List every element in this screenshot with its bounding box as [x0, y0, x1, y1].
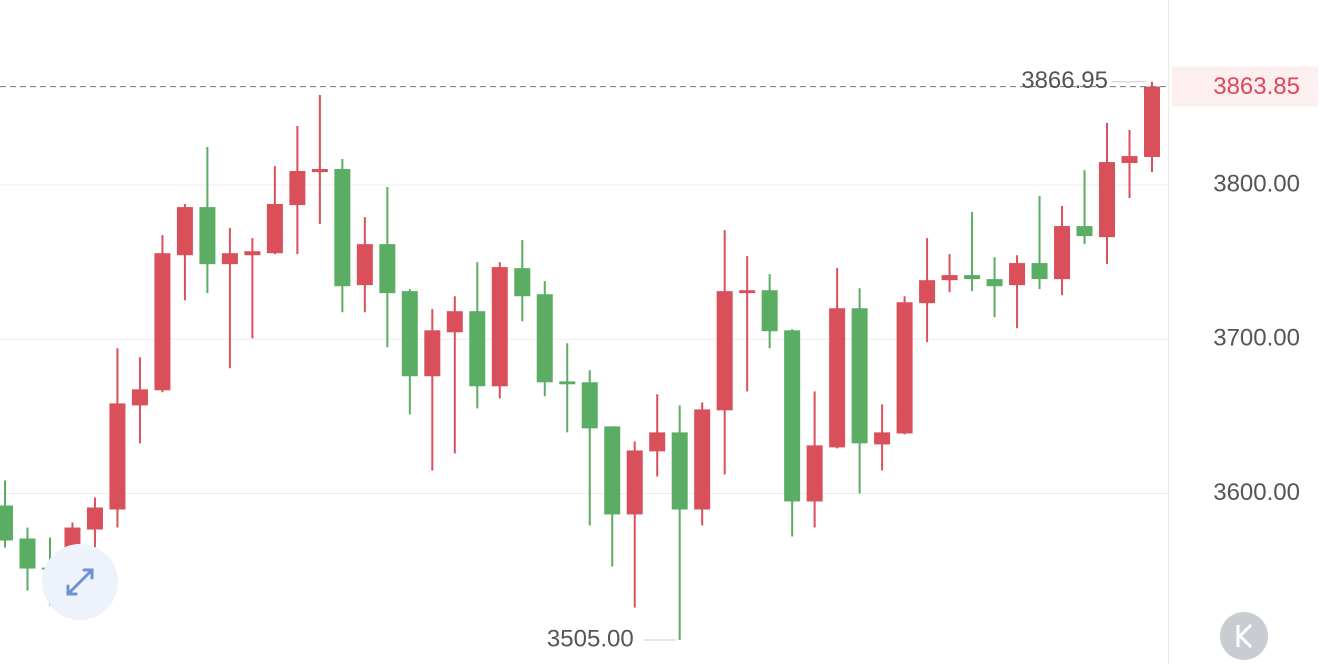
candle-body [829, 308, 846, 448]
last-price-box [1172, 66, 1318, 107]
overlay: 3863.85 3866.95 3505.00 [0, 66, 1318, 652]
last-price-label: 3863.85 [1213, 73, 1300, 100]
candle-body [424, 330, 441, 377]
candle-body [19, 538, 36, 569]
candle-body [199, 207, 216, 265]
candle-body [874, 432, 891, 445]
candle-body [289, 171, 306, 206]
candle-body [401, 291, 418, 377]
candle-body [671, 432, 688, 510]
candle-body [356, 244, 373, 286]
candle-body [514, 268, 531, 297]
candle-body [266, 204, 283, 254]
grid: 3600.00 3700.00 3800.00 [0, 170, 1300, 506]
expand-button[interactable] [42, 544, 118, 620]
candle-body [1054, 226, 1071, 280]
candle-body [86, 507, 103, 530]
candle-body [649, 432, 666, 452]
candle-body [0, 505, 13, 541]
candle-body [739, 290, 756, 294]
y-tick-label: 3800.00 [1213, 170, 1300, 197]
candle-body [716, 291, 733, 411]
candle-body [1076, 226, 1093, 237]
kline-icon [1236, 623, 1253, 649]
candle-body [1121, 156, 1138, 163]
y-tick-label: 3700.00 [1213, 325, 1300, 352]
candle-body [964, 275, 981, 280]
candle-body [694, 409, 711, 510]
candle-body [1031, 263, 1048, 280]
candle-body [311, 169, 328, 173]
candle-body [176, 207, 193, 256]
kline-button-bg [1220, 612, 1268, 660]
candle-body [941, 275, 958, 281]
max-marker-label: 3866.95 [1021, 67, 1108, 94]
candle-body [244, 251, 261, 256]
candle-body [581, 382, 598, 429]
candles [0, 81, 1160, 640]
candle-body [446, 311, 463, 333]
candle-body [109, 403, 126, 510]
candle-body [154, 253, 171, 391]
candle-body [1143, 86, 1160, 157]
candle-body [761, 290, 778, 332]
candle-body [851, 308, 868, 444]
y-tick-label: 3600.00 [1213, 479, 1300, 506]
candle-body [131, 389, 148, 406]
candle-body [604, 426, 621, 515]
candle-body [919, 280, 936, 304]
candle-body [896, 302, 913, 434]
candle-body [806, 445, 823, 502]
kline-button[interactable] [1220, 612, 1268, 660]
candle-body [626, 450, 643, 515]
candle-body [986, 279, 1003, 287]
candle-body [784, 330, 801, 502]
candle-body [334, 169, 351, 287]
expand-icon [66, 568, 94, 596]
min-marker-label: 3505.00 [547, 625, 634, 652]
candle-body [221, 253, 238, 265]
candle-body [1099, 162, 1116, 238]
candle-body [469, 311, 486, 387]
candle-body [491, 267, 508, 387]
candle-body [379, 244, 396, 294]
candle-body [559, 381, 576, 385]
candle-body [1009, 263, 1026, 286]
candle-body [536, 294, 553, 383]
